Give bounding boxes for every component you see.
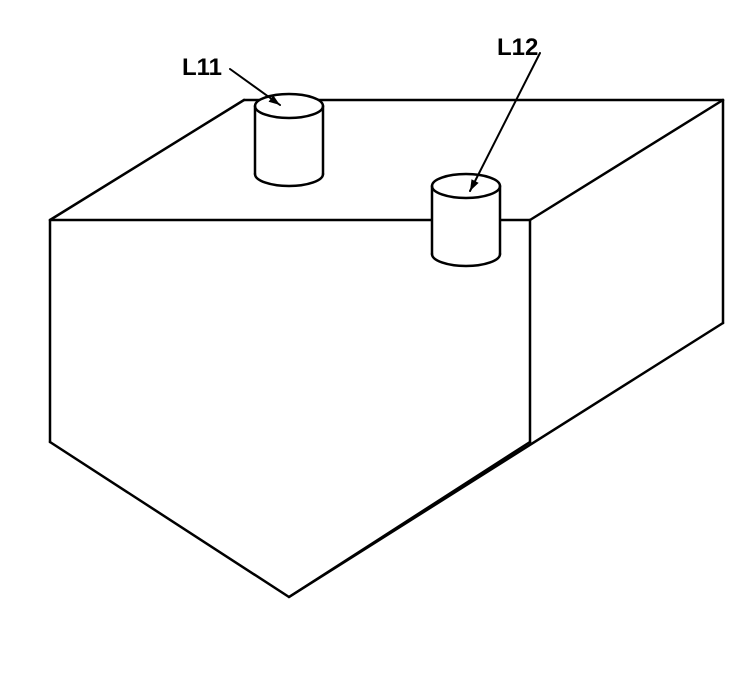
- cylinder-l12: [432, 174, 500, 266]
- label-l12: L12: [497, 34, 538, 61]
- cylinder-l11: [255, 94, 323, 186]
- label-l11: L11: [182, 54, 222, 81]
- diagram-svg: L11 L12: [0, 0, 736, 680]
